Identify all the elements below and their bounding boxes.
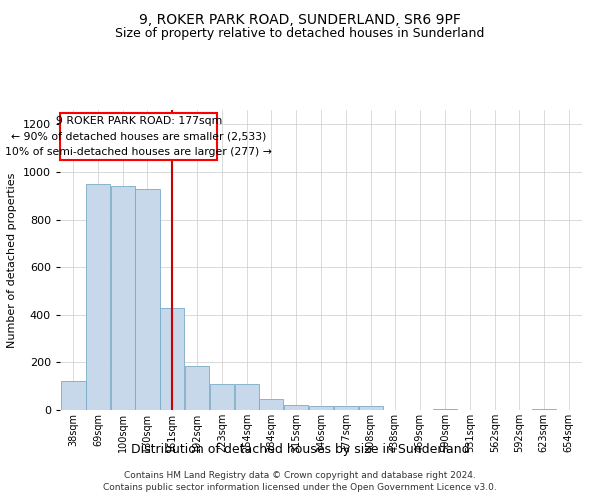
Bar	[433, 409, 457, 410]
Text: Contains HM Land Registry data © Crown copyright and database right 2024.: Contains HM Land Registry data © Crown c…	[124, 471, 476, 480]
Bar	[210, 384, 235, 410]
Bar	[359, 406, 383, 410]
Text: 9, ROKER PARK ROAD, SUNDERLAND, SR6 9PF: 9, ROKER PARK ROAD, SUNDERLAND, SR6 9PF	[139, 12, 461, 26]
Bar	[235, 384, 259, 410]
Bar	[259, 400, 283, 410]
Bar	[135, 188, 160, 410]
Text: Distribution of detached houses by size in Sunderland: Distribution of detached houses by size …	[131, 442, 469, 456]
Bar	[309, 406, 333, 410]
FancyBboxPatch shape	[61, 113, 217, 160]
Bar	[86, 184, 110, 410]
Y-axis label: Number of detached properties: Number of detached properties	[7, 172, 17, 348]
Text: Contains public sector information licensed under the Open Government Licence v3: Contains public sector information licen…	[103, 484, 497, 492]
Bar	[284, 405, 308, 410]
Bar	[111, 186, 136, 410]
Bar	[185, 366, 209, 410]
Text: 9 ROKER PARK ROAD: 177sqm
← 90% of detached houses are smaller (2,533)
10% of se: 9 ROKER PARK ROAD: 177sqm ← 90% of detac…	[5, 116, 272, 157]
Bar	[160, 308, 184, 410]
Bar	[334, 406, 358, 410]
Bar	[61, 382, 86, 410]
Text: Size of property relative to detached houses in Sunderland: Size of property relative to detached ho…	[115, 28, 485, 40]
Bar	[532, 409, 556, 410]
